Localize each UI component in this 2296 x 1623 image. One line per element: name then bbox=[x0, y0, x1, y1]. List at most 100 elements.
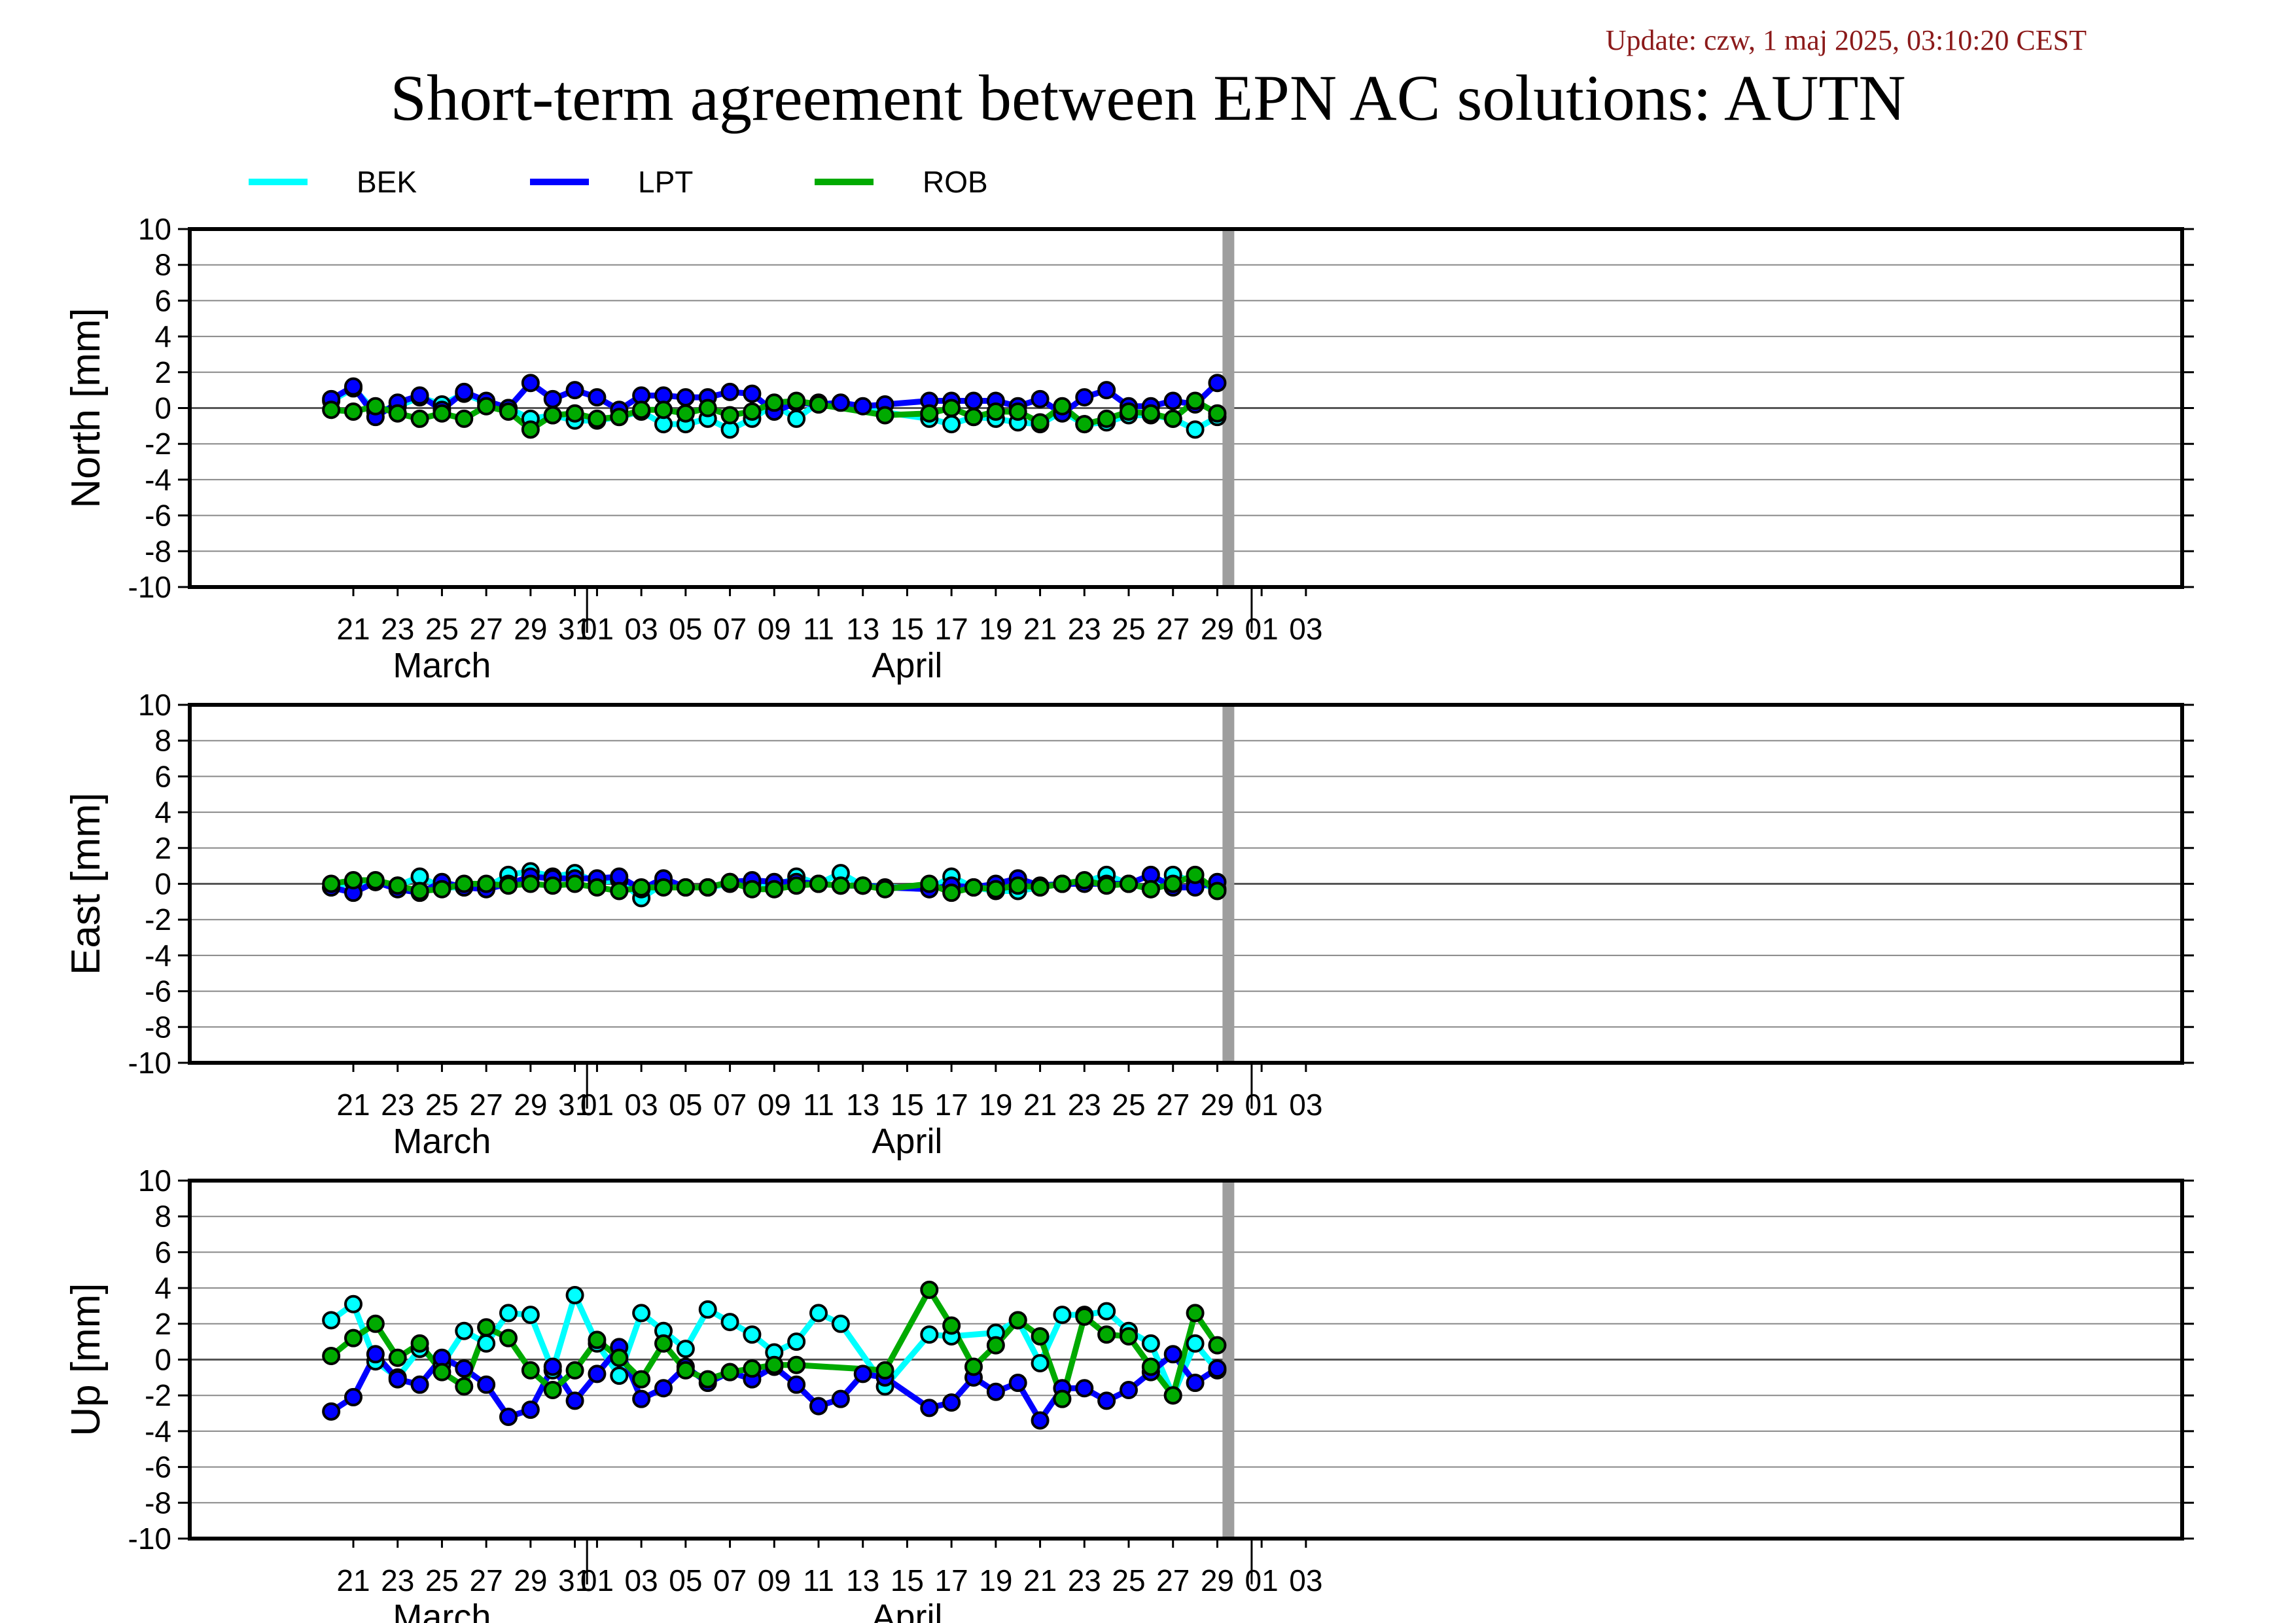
data-point-rob bbox=[1008, 1311, 1027, 1330]
data-point-rob bbox=[1097, 1325, 1116, 1344]
x-tick-label: 27 bbox=[470, 1563, 503, 1597]
data-point-rob bbox=[433, 1363, 451, 1382]
data-point-bek bbox=[720, 1313, 739, 1332]
data-point-rob bbox=[743, 402, 762, 421]
data-point-rob bbox=[1097, 409, 1116, 428]
data-point-rob bbox=[743, 880, 762, 899]
data-point-rob bbox=[875, 406, 894, 425]
y-tick-label: 8 bbox=[154, 1200, 171, 1234]
x-tick-label: 21 bbox=[1023, 612, 1057, 646]
data-point-bek bbox=[322, 1311, 341, 1330]
data-point-rob bbox=[322, 401, 341, 419]
data-point-lpt bbox=[410, 386, 429, 405]
data-point-lpt bbox=[1120, 1380, 1138, 1399]
x-tick-label: 11 bbox=[803, 612, 834, 646]
data-point-rob bbox=[499, 402, 518, 421]
update-timestamp: Update: czw, 1 maj 2025, 03:10:20 CEST bbox=[1605, 24, 2087, 56]
x-tick-label: 21 bbox=[1023, 1088, 1057, 1122]
data-point-lpt bbox=[1097, 381, 1116, 400]
data-point-lpt bbox=[344, 1387, 362, 1406]
x-tick-label: 27 bbox=[1156, 1088, 1190, 1122]
y-tick-label: -6 bbox=[145, 499, 171, 533]
data-point-lpt bbox=[1075, 388, 1094, 407]
data-point-rob bbox=[1120, 402, 1138, 421]
data-point-lpt bbox=[654, 1379, 673, 1398]
y-tick-label: 2 bbox=[154, 355, 171, 389]
x-tick-label: 03 bbox=[625, 1088, 658, 1122]
x-tick-label: 29 bbox=[1201, 612, 1234, 646]
data-point-rob bbox=[565, 874, 584, 893]
data-point-rob bbox=[831, 876, 850, 895]
data-point-lpt bbox=[344, 377, 362, 396]
month-label: March bbox=[393, 646, 491, 685]
data-point-rob bbox=[964, 408, 983, 427]
series-group bbox=[322, 862, 1227, 908]
data-point-rob bbox=[521, 874, 540, 893]
data-point-lpt bbox=[986, 1382, 1005, 1401]
plot-frame bbox=[188, 227, 2184, 589]
plot-frame bbox=[188, 1179, 2184, 1541]
series-line-lpt bbox=[329, 1344, 1219, 1423]
data-point-rob bbox=[920, 404, 939, 423]
data-point-lpt bbox=[543, 1357, 562, 1376]
x-tick-label: 17 bbox=[935, 1563, 968, 1597]
data-point-rob bbox=[388, 404, 407, 423]
y-tick-label: 8 bbox=[154, 724, 171, 758]
x-tick-label: 17 bbox=[935, 1088, 968, 1122]
x-tick-label: 01 bbox=[1245, 1563, 1279, 1597]
data-point-rob bbox=[1075, 871, 1094, 890]
x-tick-label: 17 bbox=[935, 612, 968, 646]
data-point-lpt bbox=[388, 1370, 407, 1389]
data-point-lpt bbox=[632, 1389, 651, 1408]
x-tick-label: 29 bbox=[1201, 1088, 1234, 1122]
data-point-rob bbox=[322, 1347, 341, 1366]
data-point-lpt bbox=[676, 388, 695, 407]
data-point-lpt bbox=[455, 382, 474, 401]
y-tick-label: 2 bbox=[154, 831, 171, 865]
x-tick-label: 25 bbox=[425, 612, 459, 646]
data-point-bek bbox=[787, 1332, 806, 1351]
data-point-rob bbox=[787, 876, 806, 895]
y-tick-label: -2 bbox=[145, 902, 171, 936]
data-point-bek bbox=[1186, 1334, 1205, 1353]
x-tick-label: 23 bbox=[381, 1088, 414, 1122]
y-tick-label: 6 bbox=[154, 283, 171, 317]
data-point-bek bbox=[632, 1304, 651, 1323]
data-point-rob bbox=[610, 1348, 629, 1367]
data-point-lpt bbox=[1031, 1411, 1050, 1430]
x-tick-label: 15 bbox=[891, 612, 924, 646]
y-tick-label: 0 bbox=[154, 391, 171, 425]
data-point-lpt bbox=[720, 382, 739, 401]
data-point-lpt bbox=[831, 1389, 850, 1408]
data-point-rob bbox=[986, 880, 1005, 899]
data-point-rob bbox=[676, 878, 695, 897]
x-tick-label: 09 bbox=[758, 1563, 791, 1597]
x-tick-label: 23 bbox=[1068, 1088, 1101, 1122]
x-tick-label: 15 bbox=[891, 1088, 924, 1122]
y-axis-title: East [mm] bbox=[63, 793, 109, 975]
month-label: April bbox=[872, 1597, 942, 1623]
data-point-lpt bbox=[942, 1393, 961, 1412]
y-tick-label: 4 bbox=[154, 795, 171, 829]
data-point-rob bbox=[964, 878, 983, 897]
y-tick-label: 0 bbox=[154, 867, 171, 901]
data-point-rob bbox=[1186, 391, 1205, 410]
data-point-rob bbox=[388, 1348, 407, 1367]
data-point-rob bbox=[433, 880, 451, 899]
data-point-rob bbox=[654, 401, 673, 419]
data-point-bek bbox=[743, 1325, 762, 1344]
data-point-rob bbox=[986, 1336, 1005, 1355]
x-tick-label: 31 bbox=[558, 1563, 592, 1597]
series-line-rob bbox=[330, 872, 1220, 896]
data-point-rob bbox=[676, 1361, 695, 1380]
x-tick-label: 21 bbox=[1023, 1563, 1057, 1597]
x-tick-label: 05 bbox=[669, 1088, 702, 1122]
data-point-rob bbox=[875, 1361, 894, 1380]
data-point-rob bbox=[344, 1329, 362, 1347]
data-point-rob bbox=[1008, 402, 1027, 421]
data-point-rob bbox=[765, 1355, 784, 1374]
data-point-lpt bbox=[1163, 1345, 1182, 1364]
